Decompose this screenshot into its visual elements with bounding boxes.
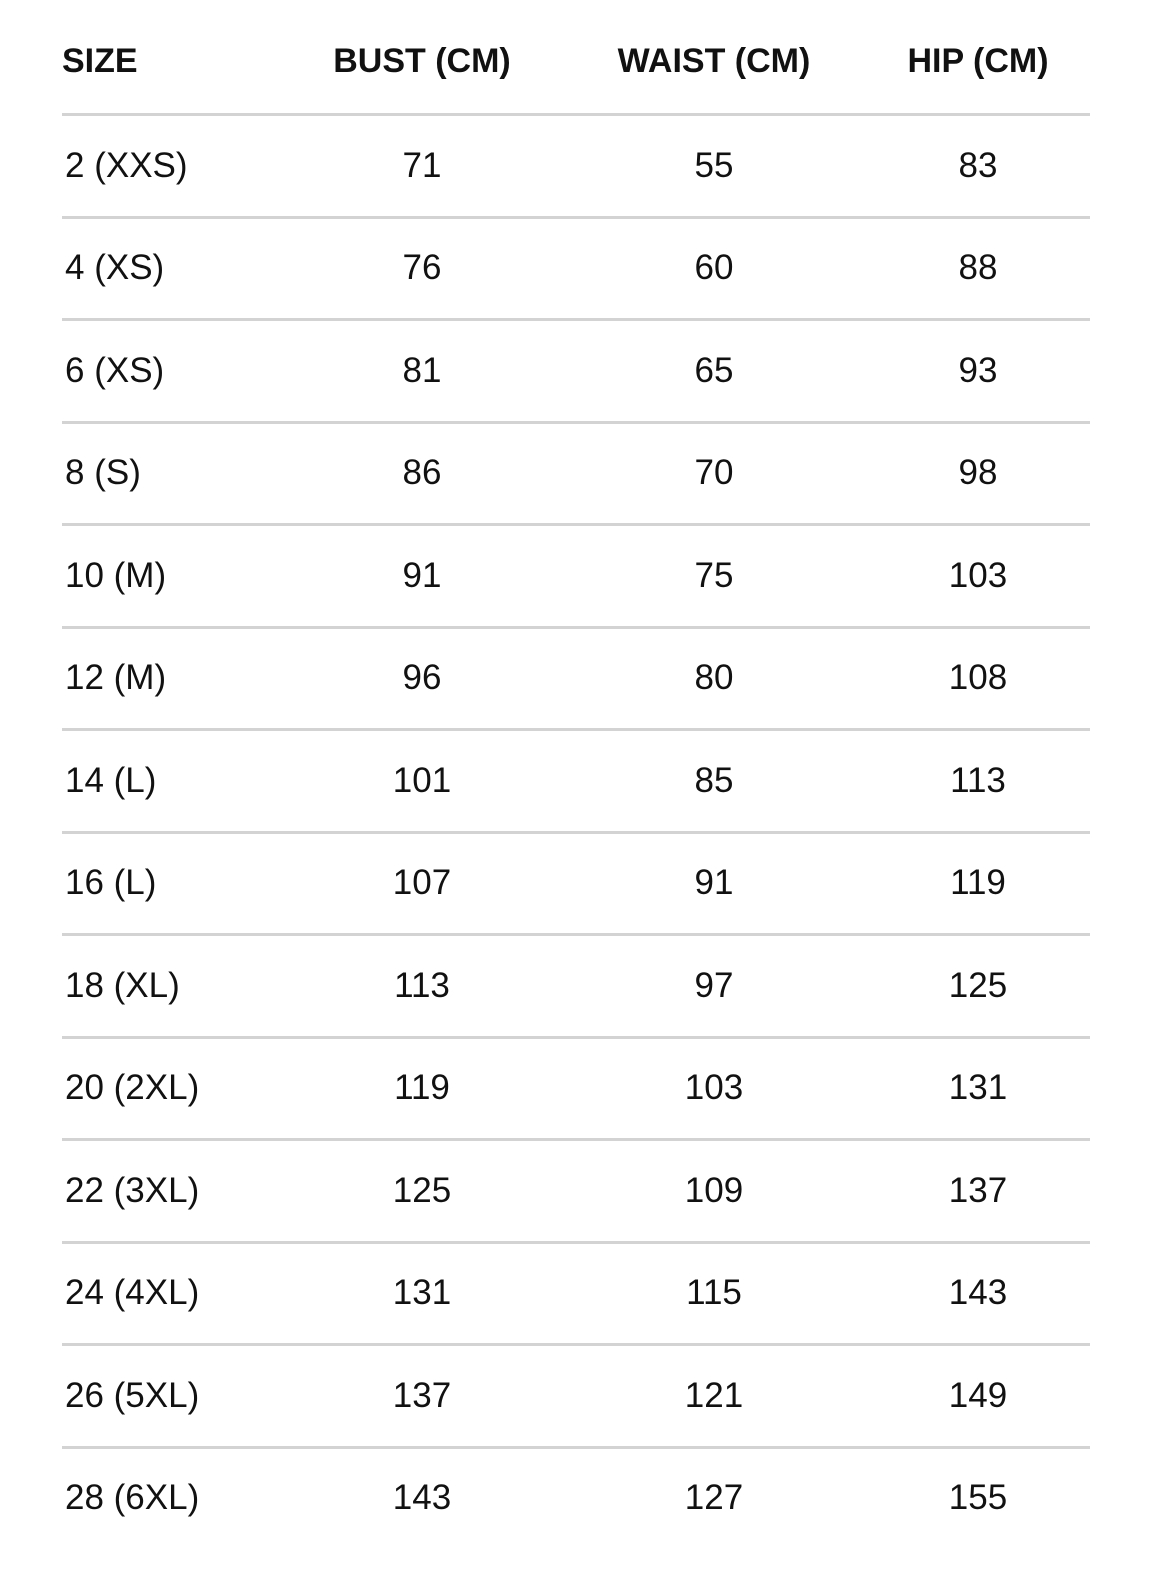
cell-size: 12 (M)	[65, 658, 167, 698]
cell-hip: 155	[948, 1478, 1008, 1518]
cell-size: 28 (6XL)	[65, 1478, 200, 1518]
cell-hip: 83	[958, 145, 998, 185]
cell-bust: 113	[394, 965, 450, 1005]
cell-waist: 91	[694, 863, 734, 903]
cell-bust: 76	[402, 248, 442, 288]
cell-waist: 115	[686, 1273, 742, 1313]
size-chart-table: SIZE BUST (CM) WAIST (CM) HIP (CM) 2 (XX…	[62, 0, 1090, 1548]
cell-waist: 103	[684, 1068, 744, 1108]
cell-waist: 70	[694, 453, 734, 493]
table-row: 6 (XS) 81 65 93	[62, 318, 1090, 421]
table-row: 22 (3XL) 125 109 137	[62, 1138, 1090, 1241]
cell-hip: 113	[950, 760, 1006, 800]
table-row: 16 (L) 107 91 119	[62, 830, 1090, 934]
cell-waist: 80	[694, 658, 734, 698]
table-body: 2 (XXS) 71 55 83 4 (XS) 76 60 88 6 (XS) 81 65 93 8 (…	[62, 113, 1090, 1548]
cell-bust: 91	[402, 555, 442, 595]
cell-bust: 86	[402, 453, 442, 493]
table-row: 10 (M) 91 75 103	[62, 523, 1090, 626]
cell-bust: 101	[392, 760, 452, 800]
header-hip: HIP (CM)	[907, 42, 1049, 80]
cell-waist: 85	[694, 760, 734, 800]
table-row: 14 (L) 101 85 113	[62, 728, 1090, 831]
table-row: 4 (XS) 76 60 88	[62, 215, 1090, 319]
cell-waist: 60	[694, 248, 734, 288]
table-row: 12 (M) 96 80 108	[62, 625, 1090, 729]
cell-hip: 88	[958, 248, 998, 288]
cell-bust: 131	[392, 1273, 452, 1313]
cell-bust: 96	[402, 658, 442, 698]
cell-waist: 109	[684, 1170, 744, 1210]
cell-size: 2 (XXS)	[65, 145, 188, 185]
cell-waist: 55	[694, 145, 734, 185]
cell-waist: 121	[684, 1375, 744, 1415]
cell-size: 4 (XS)	[65, 248, 165, 288]
cell-hip: 98	[958, 453, 998, 493]
cell-size: 22 (3XL)	[65, 1170, 200, 1210]
cell-hip: 108	[948, 658, 1008, 698]
cell-waist: 65	[694, 350, 734, 390]
cell-hip: 131	[948, 1068, 1008, 1108]
cell-waist: 75	[694, 555, 734, 595]
cell-bust: 137	[392, 1375, 452, 1415]
cell-hip: 125	[948, 965, 1008, 1005]
cell-bust: 125	[392, 1170, 452, 1210]
cell-waist: 127	[684, 1478, 744, 1518]
cell-size: 26 (5XL)	[65, 1375, 200, 1415]
table-row: 24 (4XL) 131 115 143	[62, 1240, 1090, 1344]
cell-size: 10 (M)	[65, 555, 167, 595]
table-row: 20 (2XL) 119 103 131	[62, 1035, 1090, 1139]
cell-hip: 143	[948, 1273, 1008, 1313]
table-row: 8 (S) 86 70 98	[62, 420, 1090, 524]
cell-hip: 137	[948, 1170, 1008, 1210]
header-waist: WAIST (CM)	[617, 42, 811, 80]
cell-hip: 93	[958, 350, 998, 390]
cell-hip: 149	[948, 1375, 1008, 1415]
header-size: SIZE	[62, 42, 138, 80]
table-row: 18 (XL) 113 97 125	[62, 933, 1090, 1036]
table-row: 2 (XXS) 71 55 83	[62, 113, 1090, 216]
cell-bust: 107	[392, 863, 452, 903]
header-bust: BUST (CM)	[333, 42, 511, 80]
cell-bust: 71	[402, 145, 442, 185]
table-header-row: SIZE BUST (CM) WAIST (CM) HIP (CM)	[62, 0, 1090, 113]
cell-waist: 97	[694, 965, 734, 1005]
cell-size: 20 (2XL)	[65, 1068, 200, 1108]
cell-size: 24 (4XL)	[65, 1273, 200, 1313]
table-row: 28 (6XL) 143 127 155	[62, 1445, 1090, 1549]
cell-bust: 143	[392, 1478, 452, 1518]
cell-size: 14 (L)	[65, 760, 157, 800]
cell-bust: 81	[402, 350, 442, 390]
cell-size: 18 (XL)	[65, 965, 180, 1005]
cell-size: 8 (S)	[65, 453, 141, 493]
cell-hip: 119	[950, 863, 1006, 903]
cell-bust: 119	[394, 1068, 450, 1108]
cell-size: 6 (XS)	[65, 350, 165, 390]
cell-size: 16 (L)	[65, 863, 157, 903]
cell-hip: 103	[948, 555, 1008, 595]
table-row: 26 (5XL) 137 121 149	[62, 1343, 1090, 1446]
